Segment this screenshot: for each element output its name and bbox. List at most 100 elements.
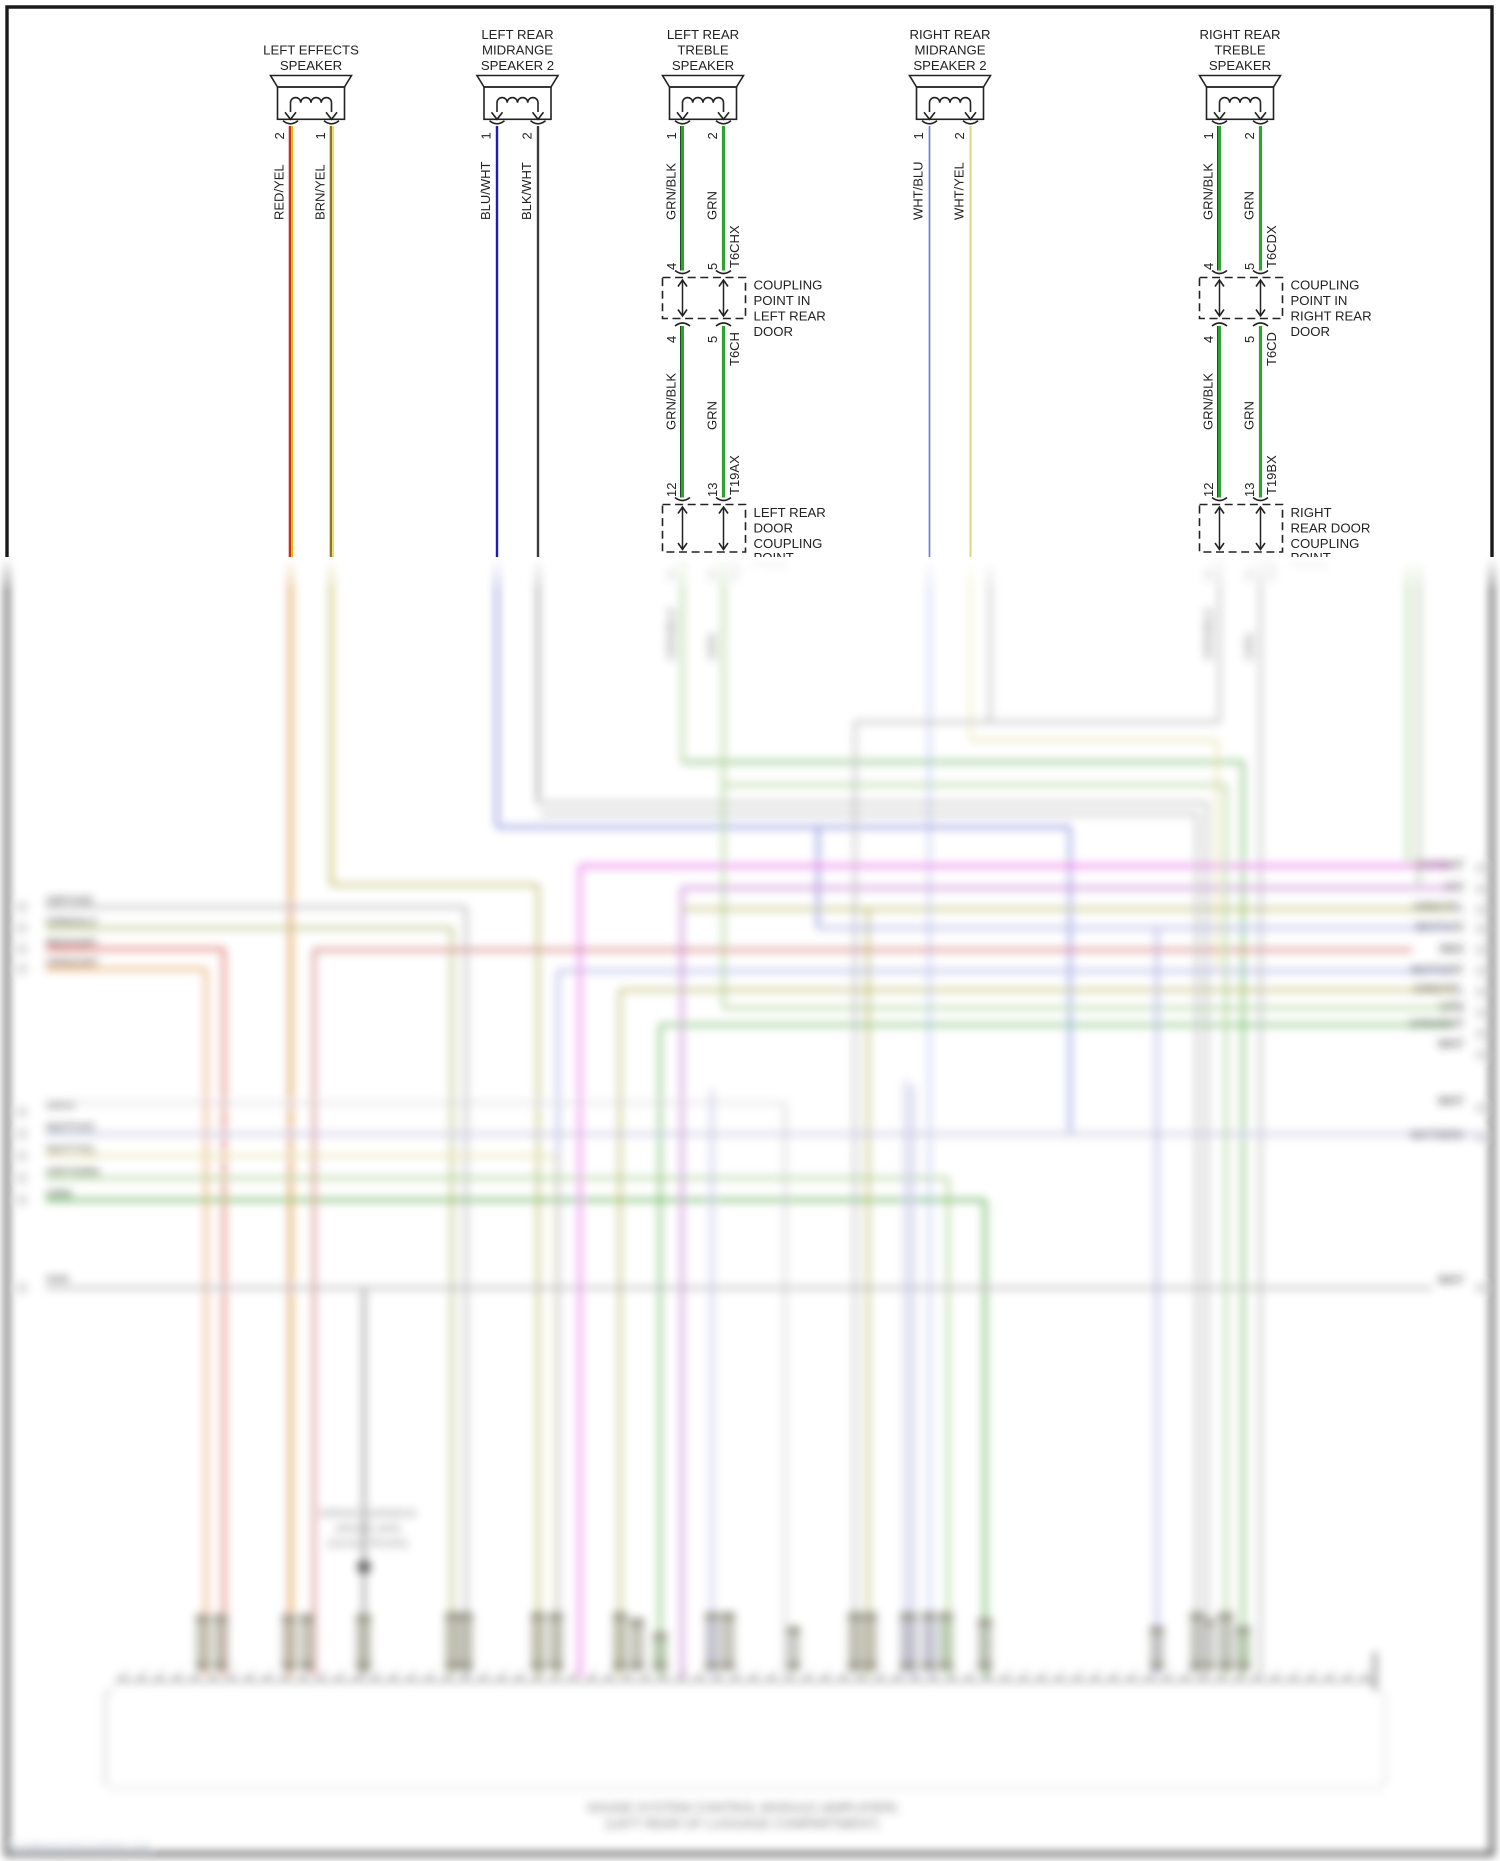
svg-text:T19AX: T19AX [727, 455, 742, 495]
svg-text:1: 1 [479, 132, 494, 139]
svg-text:5: 5 [1242, 263, 1257, 270]
svg-text:RED/GRY: RED/GRY [46, 938, 98, 950]
svg-text:GRN/WHT: GRN/WHT [1409, 1019, 1464, 1031]
svg-text:BRN/YEL: BRN/YEL [313, 164, 328, 220]
svg-text:WHT/VIO: WHT/VIO [1415, 922, 1464, 934]
svg-text:SHD: SHD [46, 1274, 69, 1286]
svg-text:GRN/YEL: GRN/YEL [1413, 984, 1464, 996]
svg-text:REAR DOOR: REAR DOOR [1291, 521, 1371, 536]
svg-text:SPEAKER: SPEAKER [1209, 58, 1271, 73]
svg-text:13: 13 [1242, 483, 1257, 497]
svg-text:VIO: VIO [1444, 882, 1464, 894]
svg-text:(S219) (TRUNK): (S219) (TRUNK) [327, 1538, 408, 1550]
svg-text:DOOR: DOOR [754, 521, 794, 536]
svg-text:troubleshootmyvehicle.com: troubleshootmyvehicle.com [12, 1842, 151, 1854]
svg-text:GRN: GRN [1438, 1002, 1464, 1014]
svg-text:4: 4 [664, 336, 679, 343]
svg-text:GRN: GRN [1243, 633, 1257, 660]
svg-text:5: 5 [705, 336, 720, 343]
svg-text:GRN/BLK: GRN/BLK [1201, 373, 1216, 430]
svg-text:GRN: GRN [705, 191, 720, 220]
svg-text:LEFT EFFECTS: LEFT EFFECTS [263, 43, 359, 58]
svg-text:WIRING HARNESS: WIRING HARNESS [319, 1508, 416, 1520]
svg-text:GRN: GRN [706, 633, 720, 660]
svg-text:12: 12 [1201, 483, 1216, 497]
svg-text:GRN/BLK: GRN/BLK [1202, 607, 1216, 660]
svg-text:1: 1 [911, 132, 926, 139]
svg-text:GRAY: GRAY [46, 1100, 77, 1112]
svg-text:4: 4 [1201, 263, 1216, 270]
svg-text:LEFT REAR: LEFT REAR [754, 505, 826, 520]
svg-text:POINT: POINT [1291, 550, 1331, 565]
svg-text:SPEAKER 2: SPEAKER 2 [481, 58, 554, 73]
svg-text:WHT: WHT [1438, 1096, 1464, 1108]
svg-text:SOUND SYSTEM CONTROL MODULE (A: SOUND SYSTEM CONTROL MODULE (AMPLIFIER) [587, 1800, 898, 1815]
svg-text:T6CD: T6CD [1264, 332, 1279, 366]
svg-text:RED: RED [1440, 944, 1464, 956]
svg-text:SPEAKER: SPEAKER [672, 58, 734, 73]
svg-text:MIDRANGE: MIDRANGE [482, 43, 553, 58]
svg-text:RIGHT REAR: RIGHT REAR [909, 27, 990, 42]
svg-text:GRN/BLK: GRN/BLK [1201, 163, 1216, 220]
svg-text:POINT IN: POINT IN [1291, 293, 1348, 308]
svg-text:MIDRANGE: MIDRANGE [914, 43, 985, 58]
svg-text:POINT: POINT [754, 550, 794, 565]
svg-text:VIO/WHT: VIO/WHT [1415, 860, 1464, 872]
svg-text:GRN/BLK: GRN/BLK [664, 163, 679, 220]
svg-text:POINT IN: POINT IN [754, 293, 811, 308]
svg-text:LEFT REAR: LEFT REAR [754, 309, 826, 324]
svg-text:2: 2 [1242, 132, 1257, 139]
svg-text:GRN/OLV: GRN/OLV [46, 917, 98, 929]
svg-text:COUPLING: COUPLING [754, 536, 823, 551]
svg-text:GRN: GRN [1242, 401, 1257, 430]
svg-text:T6CH: T6CH [727, 332, 742, 366]
svg-text:2: 2 [520, 132, 535, 139]
svg-text:13: 13 [705, 483, 720, 497]
svg-text:T6CDX: T6CDX [1264, 225, 1279, 268]
svg-text:4: 4 [664, 263, 679, 270]
svg-text:TREBLE: TREBLE [677, 43, 729, 58]
svg-text:RIGHT: RIGHT [1291, 505, 1332, 520]
svg-text:COUPLING: COUPLING [1291, 278, 1360, 293]
svg-text:BLU/WHT: BLU/WHT [478, 161, 493, 220]
svg-text:2: 2 [272, 132, 287, 139]
svg-text:WHT/BLU: WHT/BLU [911, 162, 926, 221]
svg-text:WHT: WHT [1438, 1275, 1464, 1287]
svg-text:GRN: GRN [1242, 191, 1257, 220]
svg-text:LEFT REAR: LEFT REAR [667, 27, 739, 42]
svg-text:T6CHX: T6CHX [727, 225, 742, 268]
svg-text:5: 5 [1242, 336, 1257, 343]
svg-text:GRN: GRN [46, 1189, 72, 1201]
svg-text:SPEAKER: SPEAKER [280, 58, 342, 73]
svg-text:2: 2 [705, 132, 720, 139]
svg-text:(REAR) (W6): (REAR) (W6) [336, 1523, 401, 1535]
svg-text:RIGHT REAR: RIGHT REAR [1291, 309, 1372, 324]
svg-text:COUPLING: COUPLING [1291, 536, 1360, 551]
svg-text:WHT/VIO: WHT/VIO [46, 1123, 95, 1135]
svg-text:WHT/GRY: WHT/GRY [1410, 965, 1464, 977]
svg-text:GRY/GRN: GRY/GRN [46, 1167, 99, 1179]
svg-text:GRN/BLK: GRN/BLK [665, 607, 679, 660]
svg-text:DOOR: DOOR [754, 324, 794, 339]
svg-text:SPEAKER 2: SPEAKER 2 [913, 58, 986, 73]
svg-text:WHT/BRN: WHT/BRN [1410, 1130, 1464, 1142]
svg-text:DOOR: DOOR [1291, 324, 1331, 339]
svg-text:ORN/GRY: ORN/GRY [46, 958, 100, 970]
svg-text:2: 2 [952, 132, 967, 139]
svg-text:WHT: WHT [1438, 1039, 1464, 1051]
svg-text:1: 1 [664, 132, 679, 139]
svg-text:1: 1 [1201, 132, 1216, 139]
svg-text:1: 1 [313, 132, 328, 139]
svg-text:GRN/BLK: GRN/BLK [664, 373, 679, 430]
svg-text:LEFT REAR: LEFT REAR [481, 27, 553, 42]
svg-text:4: 4 [1201, 336, 1216, 343]
svg-text:GRN/YEL: GRN/YEL [1413, 902, 1464, 914]
svg-text:WHT/YEL: WHT/YEL [46, 1145, 98, 1157]
svg-text:TREBLE: TREBLE [1214, 43, 1266, 58]
svg-text:BLK/WHT: BLK/WHT [519, 162, 534, 220]
svg-text:T19BX: T19BX [1264, 455, 1279, 495]
svg-text:WHT/YEL: WHT/YEL [952, 162, 967, 220]
svg-text:5: 5 [705, 263, 720, 270]
svg-text:GRY/VIO: GRY/VIO [46, 896, 94, 908]
svg-text:COUPLING: COUPLING [754, 278, 823, 293]
